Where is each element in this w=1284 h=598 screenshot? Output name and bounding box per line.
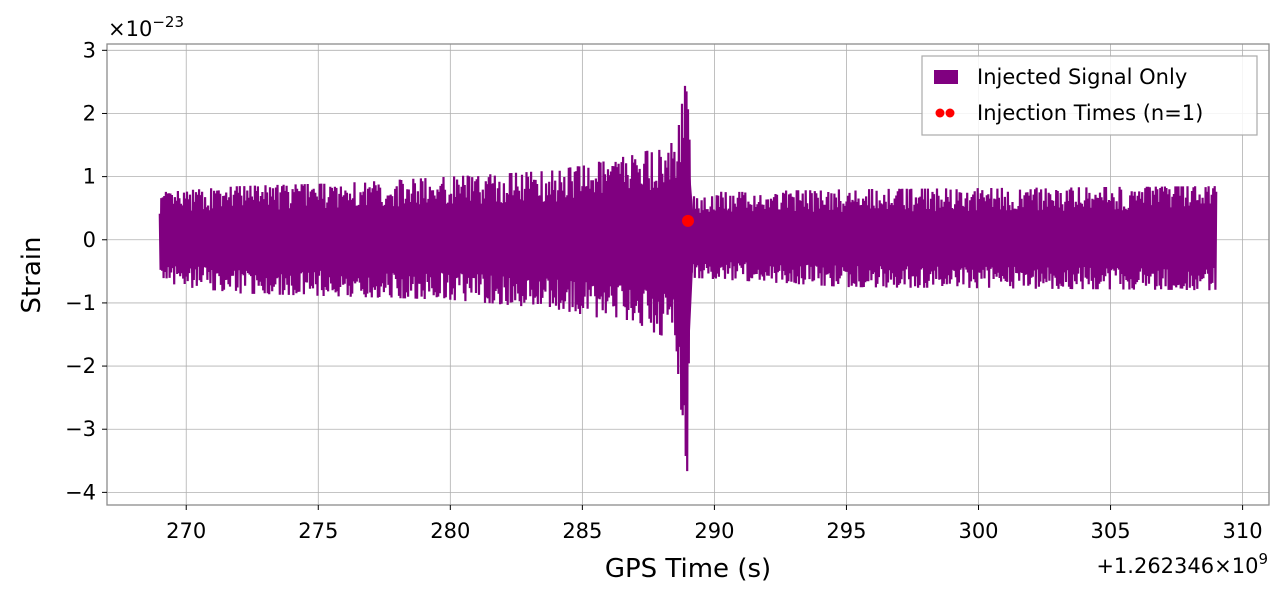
y-tick-label: −1 bbox=[65, 291, 96, 315]
x-tick-label: 285 bbox=[562, 519, 602, 543]
y-axis-label: Strain bbox=[17, 236, 47, 313]
plot-frame bbox=[106, 43, 1270, 506]
y-tick-label: 0 bbox=[83, 228, 96, 252]
x-tick-label: 270 bbox=[166, 519, 206, 543]
y-tick-label: 1 bbox=[83, 165, 96, 189]
signal-series bbox=[158, 85, 1218, 472]
injection-point bbox=[682, 214, 694, 227]
legend-label-injection: Injection Times (n=1) bbox=[977, 101, 1203, 125]
y-tick-label: −3 bbox=[65, 417, 96, 441]
injection-markers bbox=[682, 214, 694, 227]
x-axis-ticks: 270 275 280 285 290 295 300 305 310 bbox=[166, 505, 1263, 543]
y-scale-label: ×10−23 bbox=[108, 13, 184, 41]
legend-box bbox=[921, 55, 1258, 136]
legend-label-signal: Injected Signal Only bbox=[977, 65, 1187, 89]
y-tick-label: −2 bbox=[65, 354, 96, 378]
x-tick-label: 295 bbox=[826, 519, 866, 543]
x-tick-label: 290 bbox=[694, 519, 734, 543]
x-offset-exponent: 9 bbox=[1258, 550, 1268, 568]
x-tick-label: 280 bbox=[430, 519, 470, 543]
x-tick-label: 300 bbox=[958, 519, 998, 543]
legend: Injected Signal Only Injection Times (n=… bbox=[921, 55, 1258, 136]
legend-marker-injection-b bbox=[945, 108, 955, 118]
x-tick-label: 305 bbox=[1090, 519, 1130, 543]
x-axis-label: GPS Time (s) bbox=[605, 554, 771, 584]
y-tick-label: 2 bbox=[83, 101, 96, 125]
y-tick-label: −4 bbox=[65, 480, 96, 504]
y-axis-ticks: −4 −3 −2 −1 0 1 2 3 bbox=[65, 38, 107, 504]
x-offset-label: +1.262346×109 bbox=[1096, 550, 1268, 578]
legend-swatch-signal bbox=[934, 70, 958, 84]
legend-marker-injection-a bbox=[935, 108, 945, 118]
signal-core-band bbox=[159, 146, 1217, 374]
x-tick-label: 310 bbox=[1223, 519, 1263, 543]
y-scale-exponent: −23 bbox=[152, 13, 184, 31]
y-tick-label: 3 bbox=[83, 38, 96, 62]
x-tick-label: 275 bbox=[298, 519, 338, 543]
